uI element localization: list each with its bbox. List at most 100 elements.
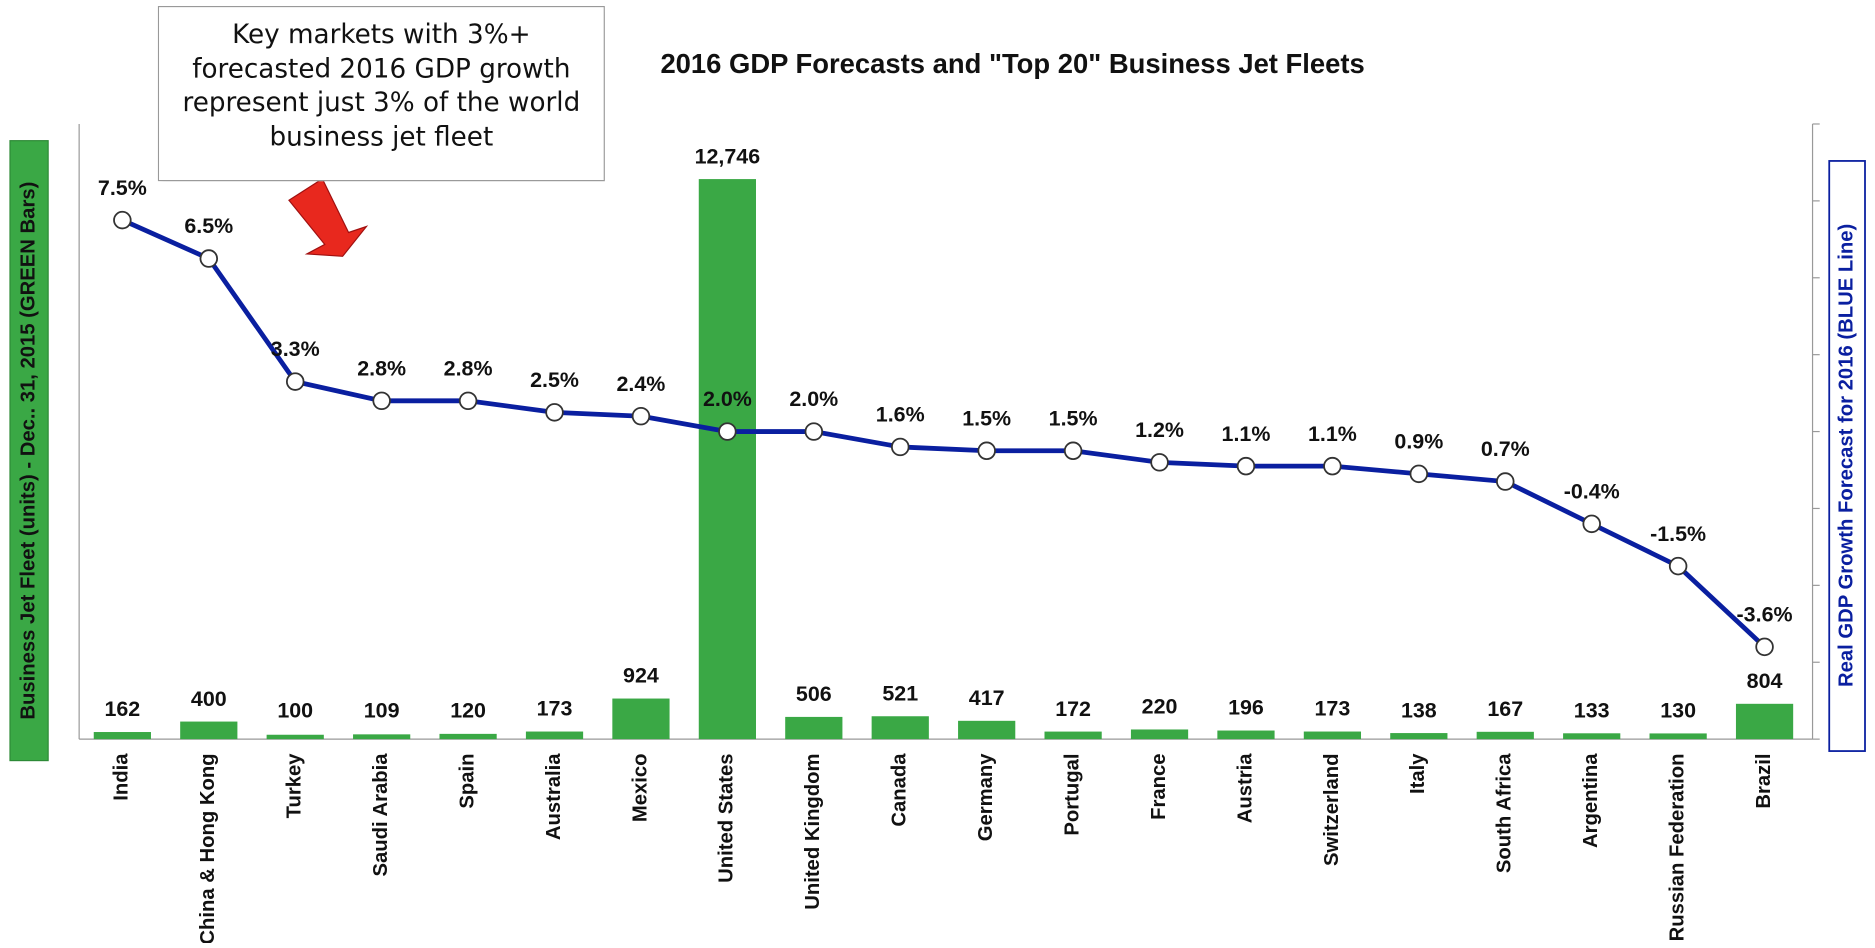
line-point [977, 441, 996, 461]
line-label: 2.0% [789, 387, 838, 411]
x-tick-label: Austria [1234, 753, 1256, 824]
line-point [545, 403, 564, 422]
bar-label: 167 [1487, 697, 1523, 721]
line-point [891, 437, 910, 457]
bar-label: 162 [104, 697, 140, 721]
line-label: 7.5% [98, 176, 147, 200]
bar-label: 12,746 [695, 144, 761, 168]
bar [93, 732, 151, 740]
bar-label: 130 [1660, 698, 1696, 722]
bar-label: 100 [277, 698, 313, 722]
bar [1303, 731, 1362, 740]
bar-label: 924 [623, 664, 659, 688]
bar-label: 804 [1747, 669, 1783, 693]
x-tick-label: China & Hong Kong [197, 753, 219, 943]
x-tick-label: Australia [543, 753, 565, 840]
line-point [1755, 637, 1774, 657]
line-label: 6.5% [184, 214, 233, 238]
bar [612, 698, 670, 740]
line-label: -3.6% [1737, 603, 1793, 627]
bar [353, 734, 411, 740]
line-point [1409, 464, 1429, 484]
bar-label: 120 [450, 698, 486, 722]
arrow [288, 177, 369, 257]
line-label: -0.4% [1564, 480, 1620, 504]
x-tick-label: Spain [456, 753, 478, 808]
bar-label: 133 [1574, 698, 1610, 722]
line-point [1150, 453, 1169, 472]
bar-label: 109 [364, 698, 400, 722]
line-point [1582, 514, 1601, 534]
line-point [113, 210, 132, 230]
line-label: 1.5% [1049, 406, 1098, 430]
bar [1130, 729, 1189, 740]
line-label: 0.9% [1394, 430, 1443, 454]
line-point [804, 422, 824, 441]
bar [1044, 731, 1102, 740]
line-label: 0.7% [1481, 437, 1530, 461]
x-tick-label: India [111, 753, 133, 801]
bar-label: 173 [1315, 697, 1351, 721]
x-tick-label: Switzerland [1321, 753, 1343, 866]
bar-label: 220 [1142, 695, 1178, 719]
line-point [285, 372, 305, 391]
x-tick-label: France [1148, 753, 1170, 819]
bar-label: 521 [882, 681, 918, 705]
line-label: 2.5% [530, 368, 579, 392]
line [121, 217, 1767, 649]
bar [439, 733, 497, 740]
bar-label: 506 [796, 682, 832, 706]
line-point [718, 422, 737, 441]
line-label: 1.5% [962, 406, 1011, 430]
bar [871, 716, 929, 740]
bar-label: 173 [537, 697, 573, 721]
line-label: 2.0% [703, 387, 752, 411]
y2-label-box [1828, 160, 1866, 752]
line-point [458, 391, 478, 411]
bar [1735, 703, 1794, 740]
bar [1649, 733, 1707, 740]
line-label: 1.1% [1222, 422, 1271, 446]
bar [180, 721, 238, 740]
line-point [1063, 441, 1083, 461]
chart-title: 2016 GDP Forecasts and "Top 20" Business… [660, 48, 1364, 79]
x-tick-label: Italy [1407, 753, 1429, 794]
line-label: -1.5% [1650, 522, 1706, 546]
y2-axis-label: Real GDP Growth Forecast for 2016 (BLUE … [1835, 224, 1857, 687]
bar [266, 734, 324, 740]
line-label: 1.2% [1135, 418, 1184, 442]
bar-label: 196 [1228, 696, 1264, 720]
x-tick-label: Mexico [629, 753, 651, 822]
x-tick-label: Argentina [1580, 753, 1602, 848]
x-tick-label: United Kingdom [802, 753, 824, 909]
line-label: 1.1% [1308, 422, 1357, 446]
x-tick-label: Canada [889, 753, 911, 827]
line-label: 2.8% [357, 356, 406, 380]
x-tick-label: Portugal [1061, 753, 1083, 835]
bar [1563, 733, 1621, 740]
marks: India China & Hong Kong Turkey Saudi Arabia… [93, 123, 1820, 945]
line-label: 2.8% [444, 356, 493, 380]
bar [785, 716, 843, 740]
x-tick-label: Turkey [284, 753, 306, 819]
x-tick-label: Germany [975, 753, 997, 842]
bar-label: 138 [1401, 698, 1437, 722]
x-tick-label: Brazil [1753, 753, 1775, 808]
line-label: 3.3% [271, 337, 320, 361]
line-point [1668, 556, 1688, 576]
line-label: 2.4% [617, 372, 666, 396]
y-label-box [9, 140, 49, 762]
line-point [631, 406, 651, 426]
bar-label: 400 [191, 687, 227, 711]
y-axis-label: Business Jet Fleet (units) - Dec.. 31, 2… [17, 182, 39, 720]
bar [1390, 733, 1448, 740]
bar [698, 179, 756, 740]
annotation-box: Key markets with 3%+ forecasted 2016 GDP… [157, 5, 605, 182]
line-label: 1.6% [876, 403, 925, 427]
bar [525, 731, 584, 740]
line-point [1323, 456, 1342, 476]
line-point [1236, 456, 1256, 476]
annotation: Key markets with 3%+ forecasted 2016 GDP… [157, 5, 605, 182]
